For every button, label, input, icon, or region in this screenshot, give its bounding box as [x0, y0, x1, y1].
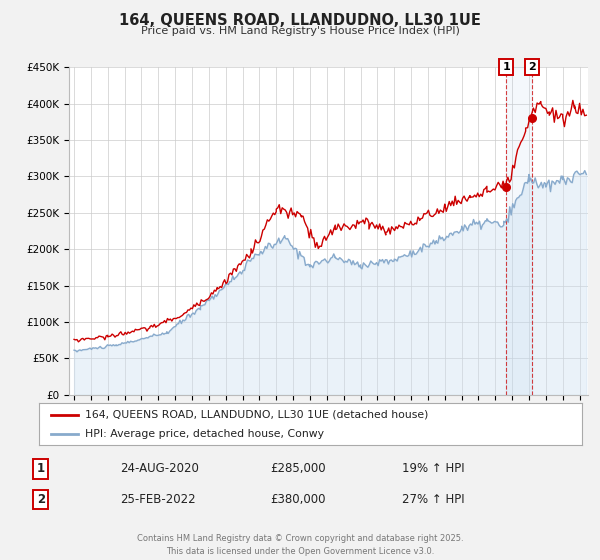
- Text: 164, QUEENS ROAD, LLANDUDNO, LL30 1UE: 164, QUEENS ROAD, LLANDUDNO, LL30 1UE: [119, 13, 481, 28]
- Text: 24-AUG-2020: 24-AUG-2020: [120, 462, 199, 475]
- Text: 27% ↑ HPI: 27% ↑ HPI: [402, 493, 464, 506]
- Text: £380,000: £380,000: [270, 493, 325, 506]
- Bar: [506, 67, 532, 395]
- Text: Contains HM Land Registry data © Crown copyright and database right 2025.
This d: Contains HM Land Registry data © Crown c…: [137, 534, 463, 556]
- Text: £285,000: £285,000: [270, 462, 326, 475]
- Text: 2: 2: [527, 62, 535, 72]
- Text: Price paid vs. HM Land Registry's House Price Index (HPI): Price paid vs. HM Land Registry's House …: [140, 26, 460, 36]
- Text: 25-FEB-2022: 25-FEB-2022: [120, 493, 196, 506]
- Text: 164, QUEENS ROAD, LLANDUDNO, LL30 1UE (detached house): 164, QUEENS ROAD, LLANDUDNO, LL30 1UE (d…: [85, 410, 428, 420]
- Text: 1: 1: [502, 62, 510, 72]
- Text: HPI: Average price, detached house, Conwy: HPI: Average price, detached house, Conw…: [85, 430, 324, 439]
- Text: 2: 2: [37, 493, 45, 506]
- Text: 1: 1: [37, 462, 45, 475]
- Text: 19% ↑ HPI: 19% ↑ HPI: [402, 462, 464, 475]
